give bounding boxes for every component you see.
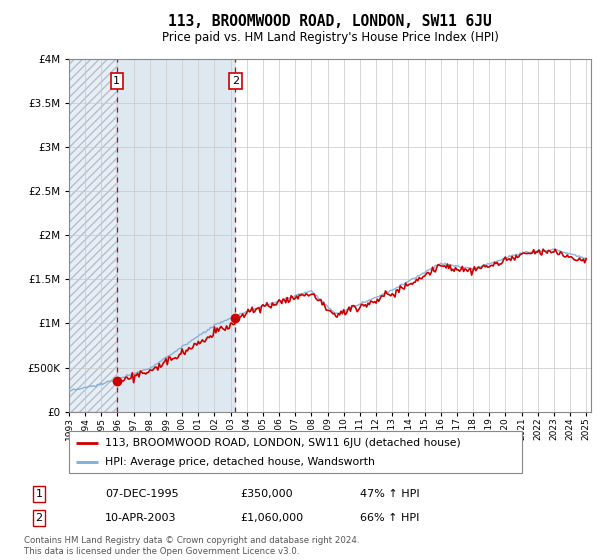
Text: 07-DEC-1995: 07-DEC-1995 xyxy=(105,489,179,499)
Text: HPI: Average price, detached house, Wandsworth: HPI: Average price, detached house, Wand… xyxy=(105,458,375,467)
Bar xyxy=(69,59,117,412)
Text: 113, BROOMWOOD ROAD, LONDON, SW11 6JU (detached house): 113, BROOMWOOD ROAD, LONDON, SW11 6JU (d… xyxy=(105,438,461,448)
Text: 10-APR-2003: 10-APR-2003 xyxy=(105,513,176,523)
Text: 2: 2 xyxy=(232,76,239,86)
Text: 2: 2 xyxy=(35,513,43,523)
Text: 47% ↑ HPI: 47% ↑ HPI xyxy=(360,489,419,499)
Text: Price paid vs. HM Land Registry's House Price Index (HPI): Price paid vs. HM Land Registry's House … xyxy=(161,31,499,44)
Text: 1: 1 xyxy=(113,76,121,86)
Text: Contains HM Land Registry data © Crown copyright and database right 2024.
This d: Contains HM Land Registry data © Crown c… xyxy=(24,536,359,556)
Text: £350,000: £350,000 xyxy=(240,489,293,499)
Text: £1,060,000: £1,060,000 xyxy=(240,513,303,523)
Text: 1: 1 xyxy=(35,489,43,499)
FancyBboxPatch shape xyxy=(69,431,522,473)
Text: 66% ↑ HPI: 66% ↑ HPI xyxy=(360,513,419,523)
Text: 113, BROOMWOOD ROAD, LONDON, SW11 6JU: 113, BROOMWOOD ROAD, LONDON, SW11 6JU xyxy=(168,14,492,29)
Bar xyxy=(69,59,117,412)
Bar xyxy=(117,59,235,412)
